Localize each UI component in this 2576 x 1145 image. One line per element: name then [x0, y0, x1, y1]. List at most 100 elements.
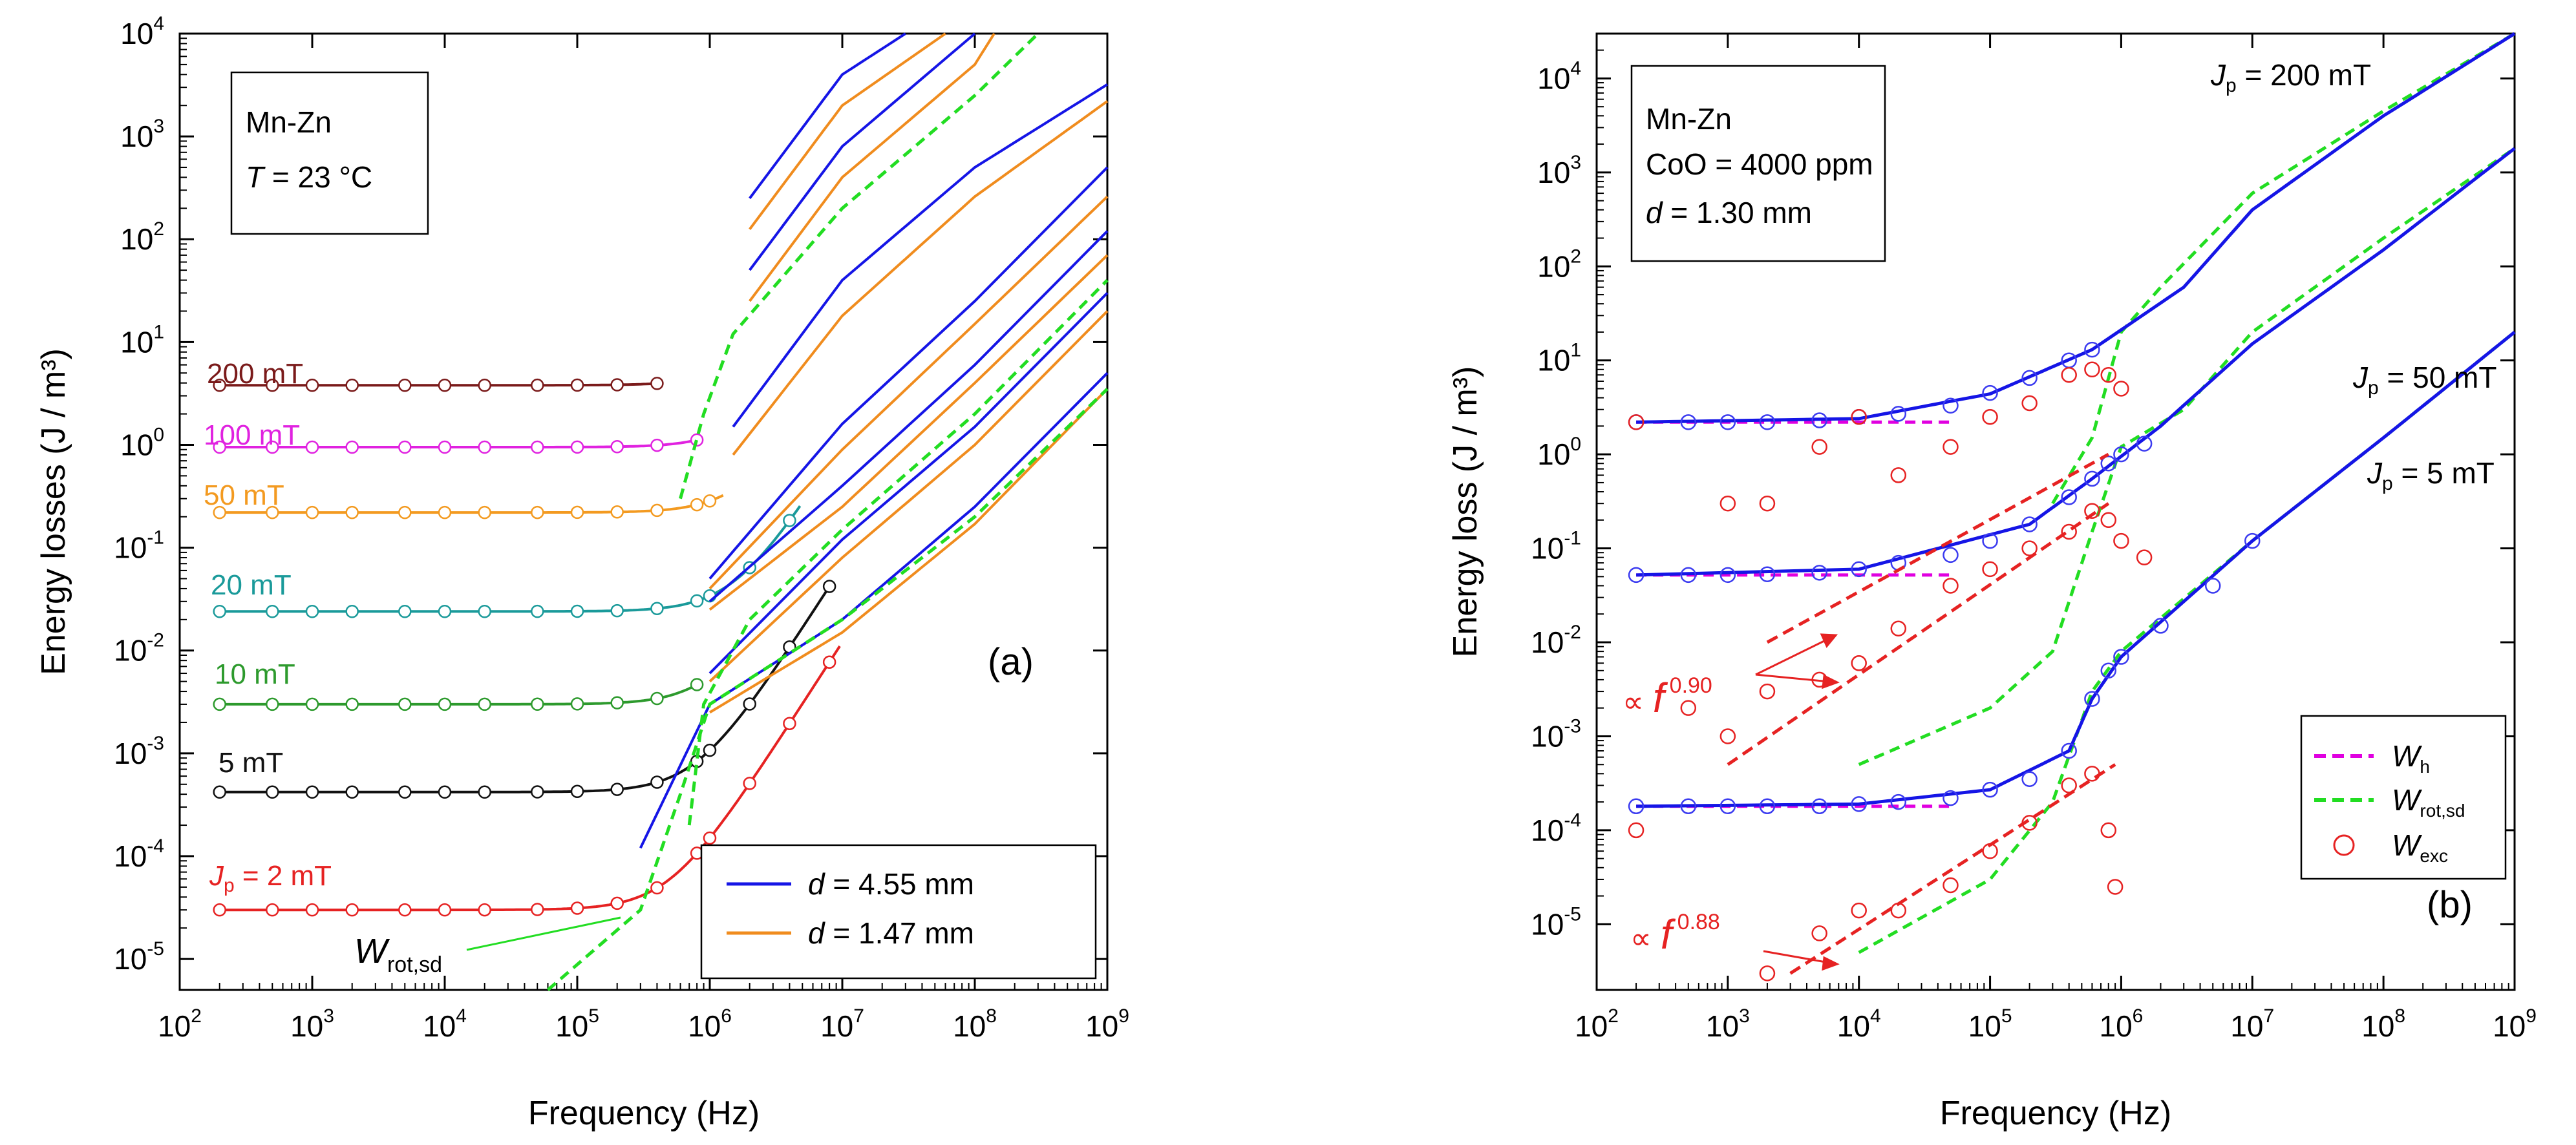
wrot-pointer: [466, 916, 621, 951]
x-tick-exponent: 2: [191, 1005, 202, 1027]
data-point: [822, 655, 836, 669]
fit-line-1-47mm: [732, 100, 1109, 456]
x-tick-label: 108: [953, 1005, 997, 1043]
data-point: [266, 505, 279, 520]
fit-label-0-88: ∝ f 0.88: [1630, 910, 1720, 958]
data-point: [438, 604, 452, 618]
data-point: [345, 697, 359, 711]
y-tick-label: 10-1: [1531, 528, 1581, 565]
data-point: [531, 440, 544, 454]
x-tick-exponent: 7: [2264, 1005, 2275, 1027]
panel-a-info-box: Mn-Zn T = 23 °C: [230, 71, 429, 235]
data-point: [610, 378, 624, 392]
wexc-point: [1759, 965, 1776, 982]
data-point: [570, 604, 584, 618]
label-100mT: 100 mT: [204, 419, 300, 451]
panel-b-ticks: 102 103 104 105 106 107 108 10910-510-410-310-2…: [1531, 34, 2537, 1043]
x-tick-exponent: 6: [721, 1005, 732, 1027]
data-point: [690, 498, 704, 512]
data-point: [478, 604, 491, 618]
x-tick-label: 109: [1085, 1005, 1129, 1043]
data-point: [2084, 691, 2100, 707]
data-point: [650, 503, 664, 518]
wexc-point: [1628, 822, 1645, 839]
label-200mT: 200 mT: [207, 358, 303, 390]
data-point: [478, 697, 491, 711]
data-point: [1890, 793, 1907, 810]
data-point: [1943, 547, 1959, 563]
wexc-point: [2061, 366, 2077, 383]
y-tick-exponent: 2: [153, 218, 164, 240]
x-tick-base: 10: [423, 1009, 456, 1043]
data-point: [213, 604, 226, 618]
data-point: [438, 903, 452, 917]
data-point: [2204, 578, 2221, 594]
wrot-line: [687, 278, 1109, 826]
panel-b-frame: [1595, 32, 2516, 991]
info-box-thickness: d = 1.30 mm: [1646, 196, 1812, 229]
y-tick-exponent: 4: [153, 13, 164, 34]
wexc-point: [2136, 549, 2153, 565]
data-point: [398, 378, 412, 392]
fit-line-4-55mm: [749, 32, 976, 271]
data-point: [398, 604, 412, 618]
data-point: [650, 691, 664, 706]
x-tick-label: 105: [555, 1005, 599, 1043]
y-tick-exponent: -4: [147, 835, 164, 857]
data-point: [743, 697, 756, 711]
data-point: [345, 378, 359, 392]
x-tick-exponent: 4: [456, 1005, 467, 1027]
data-point: [213, 440, 226, 454]
y-tick-label: 104: [1537, 58, 1581, 95]
x-tick-base: 10: [2230, 1009, 2263, 1043]
data-point: [1943, 397, 1959, 414]
data-point: [213, 785, 226, 799]
data-point: [2113, 446, 2129, 463]
data-point: [703, 831, 717, 845]
data-point: [650, 775, 664, 789]
x-tick-label: 109: [2493, 1005, 2537, 1043]
data-point: [1890, 406, 1907, 422]
x-tick-exponent: 4: [1870, 1005, 1881, 1027]
x-tick-label: 103: [290, 1005, 334, 1043]
data-point: [213, 903, 226, 917]
x-tick-base: 10: [1837, 1009, 1870, 1043]
data-point: [650, 881, 664, 895]
panel-b-plot-area: [1628, 32, 2516, 982]
y-tick-base: 10: [114, 634, 147, 667]
label-200mT: Jp = 200 mT: [2210, 58, 2371, 96]
wrot-line: [2051, 32, 2516, 505]
data-point: [1759, 798, 1776, 815]
y-tick-base: 10: [1531, 625, 1564, 659]
y-tick-exponent: 0: [1570, 434, 1581, 455]
x-tick-base: 10: [688, 1009, 721, 1043]
fit-line-4-55mm: [708, 166, 1109, 580]
panel-a-plot-area: [213, 32, 1109, 991]
data-point: [610, 783, 624, 796]
wexc-point: [1851, 655, 1867, 671]
x-tick-label: 105: [1968, 1005, 2012, 1043]
data-point: [398, 903, 412, 917]
data-point: [1851, 796, 1867, 812]
y-tick-base: 10: [1537, 344, 1570, 377]
panel-a-tag: (a): [988, 641, 1034, 683]
data-point: [266, 440, 279, 454]
data-point: [2244, 532, 2261, 549]
data-point: [478, 505, 491, 520]
wexc-point: [1851, 409, 1867, 425]
y-tick-exponent: -2: [1564, 622, 1581, 643]
data-point: [650, 377, 664, 390]
fit-line-1-47mm: [708, 195, 1109, 590]
data-point: [398, 697, 412, 711]
panel-b-ylabel: Energy loss (J / m³): [1447, 366, 1484, 658]
total-loss-fit-line: [1636, 32, 2516, 424]
data-point: [213, 505, 226, 520]
label-10mT: 10 mT: [215, 658, 295, 690]
wexc-point: [2084, 361, 2100, 378]
y-tick-exponent: 3: [1570, 152, 1581, 173]
fit-line-4-55mm: [732, 83, 1109, 428]
y-tick-label: 10-3: [1531, 715, 1581, 753]
y-tick-base: 10: [1537, 156, 1570, 189]
data-point: [610, 505, 624, 519]
